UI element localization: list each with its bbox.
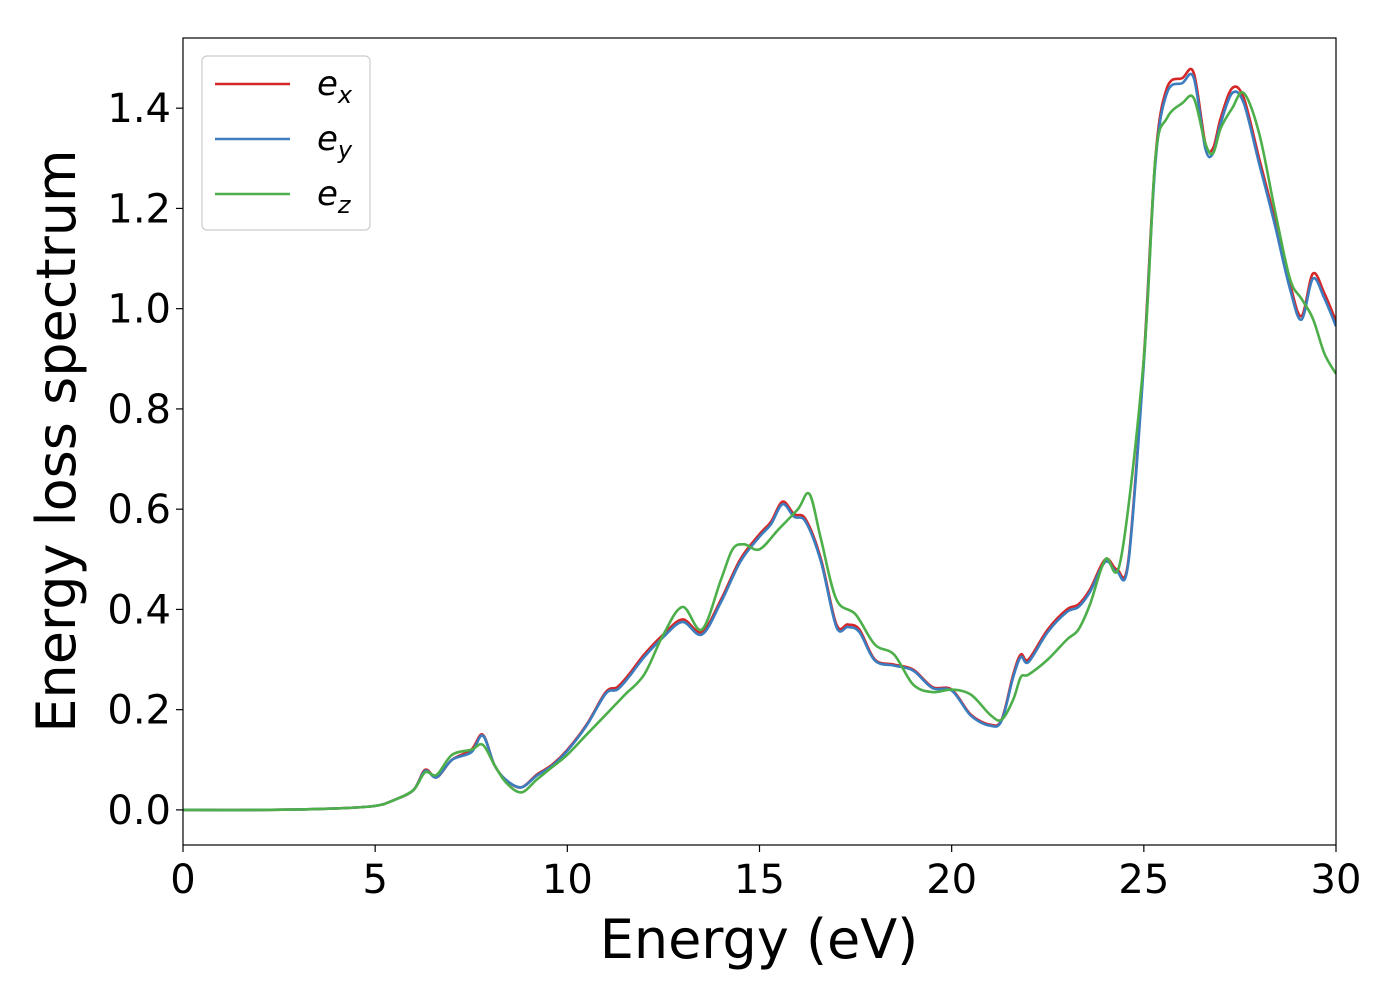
x-tick-label: 25 xyxy=(1118,857,1169,903)
y-tick-label: 1.0 xyxy=(107,287,171,333)
axes-group: 0 5 10 15 20 25 30 0.0 0.2 0.4 0.6 0.8 1.0 1.2 1.4 xyxy=(107,37,1362,903)
x-tick-label: 15 xyxy=(734,857,785,903)
x-tick-label: 0 xyxy=(170,857,195,903)
legend-label-y: ey xyxy=(317,119,353,164)
legend: ex ey ez xyxy=(201,55,371,231)
x-tick-label: 30 xyxy=(1311,857,1362,903)
y-tick-label: 1.4 xyxy=(107,86,171,132)
y-tick-label: 0.2 xyxy=(107,688,171,734)
x-tick-label: 5 xyxy=(362,857,387,903)
y-axis-title: Energy loss spectrum xyxy=(25,149,88,732)
y-tick-label: 0.4 xyxy=(107,587,171,633)
legend-label-z: ez xyxy=(317,174,352,219)
y-tick-label: 1.2 xyxy=(107,186,171,232)
legend-label-x: ex xyxy=(317,64,353,109)
x-axis-title: Energy (eV) xyxy=(600,908,919,971)
series-group xyxy=(183,67,1336,812)
legend-box xyxy=(201,55,371,231)
series-line-z xyxy=(183,91,1336,812)
x-tick-label: 20 xyxy=(926,857,977,903)
y-tick-label: 0.8 xyxy=(107,387,171,433)
y-tick-label: 0.6 xyxy=(107,487,171,533)
plot-area xyxy=(183,38,1336,845)
y-tick-label: 0.0 xyxy=(107,788,171,834)
plot-background xyxy=(183,38,1336,845)
x-tick-label: 10 xyxy=(542,857,593,903)
